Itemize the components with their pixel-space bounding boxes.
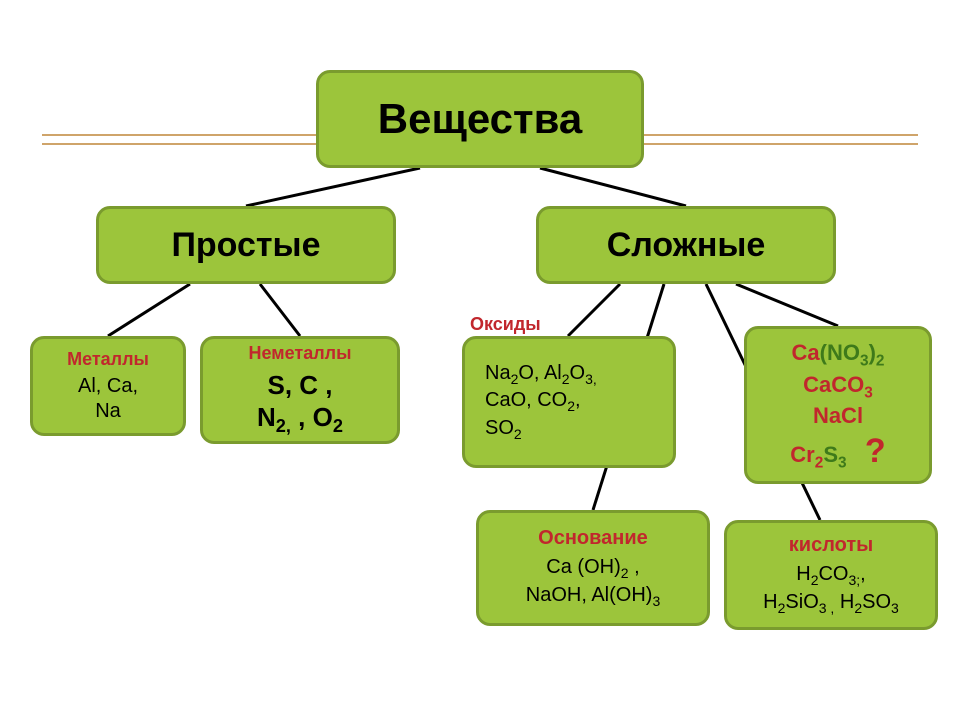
- node-oxides-body: Na2O, Al2O3,CaO, CO2,SO2: [475, 361, 663, 444]
- node-nonmetals-body: S, C ,N2, , O2: [257, 369, 343, 438]
- node-bases: Основание Ca (OH)2 ,NaOH, Al(OH)3: [476, 510, 710, 626]
- node-oxides: Na2O, Al2O3,CaO, CO2,SO2: [462, 336, 676, 468]
- node-simple-label: Простые: [171, 224, 320, 267]
- node-nonmetals-title: Неметаллы: [249, 342, 352, 365]
- node-oxides-title: Оксиды: [470, 314, 541, 335]
- node-metals-title: Металлы: [67, 348, 149, 371]
- node-acids: кислоты H2CO3;,H2SiO3 , H2SO3: [724, 520, 938, 630]
- node-root-label: Вещества: [378, 93, 582, 146]
- node-bases-body: Ca (OH)2 ,NaOH, Al(OH)3: [526, 555, 660, 610]
- node-metals-body: Al, Ca,Na: [78, 374, 138, 424]
- node-complex: Сложные: [536, 206, 836, 284]
- node-root: Вещества: [316, 70, 644, 168]
- node-salts: Ca(NO3)2CaCO3NaClCr2S3 ?: [744, 326, 932, 484]
- node-nonmetals: Неметаллы S, C ,N2, , O2: [200, 336, 400, 444]
- node-bases-title: Основание: [538, 526, 648, 551]
- diagram-canvas: Вещества Простые Сложные Металлы Al, Ca,…: [0, 0, 960, 720]
- node-complex-label: Сложные: [607, 224, 766, 267]
- node-acids-title: кислоты: [789, 533, 873, 558]
- node-simple: Простые: [96, 206, 396, 284]
- node-metals: Металлы Al, Ca,Na: [30, 336, 186, 436]
- node-acids-body: H2CO3;,H2SiO3 , H2SO3: [763, 562, 899, 617]
